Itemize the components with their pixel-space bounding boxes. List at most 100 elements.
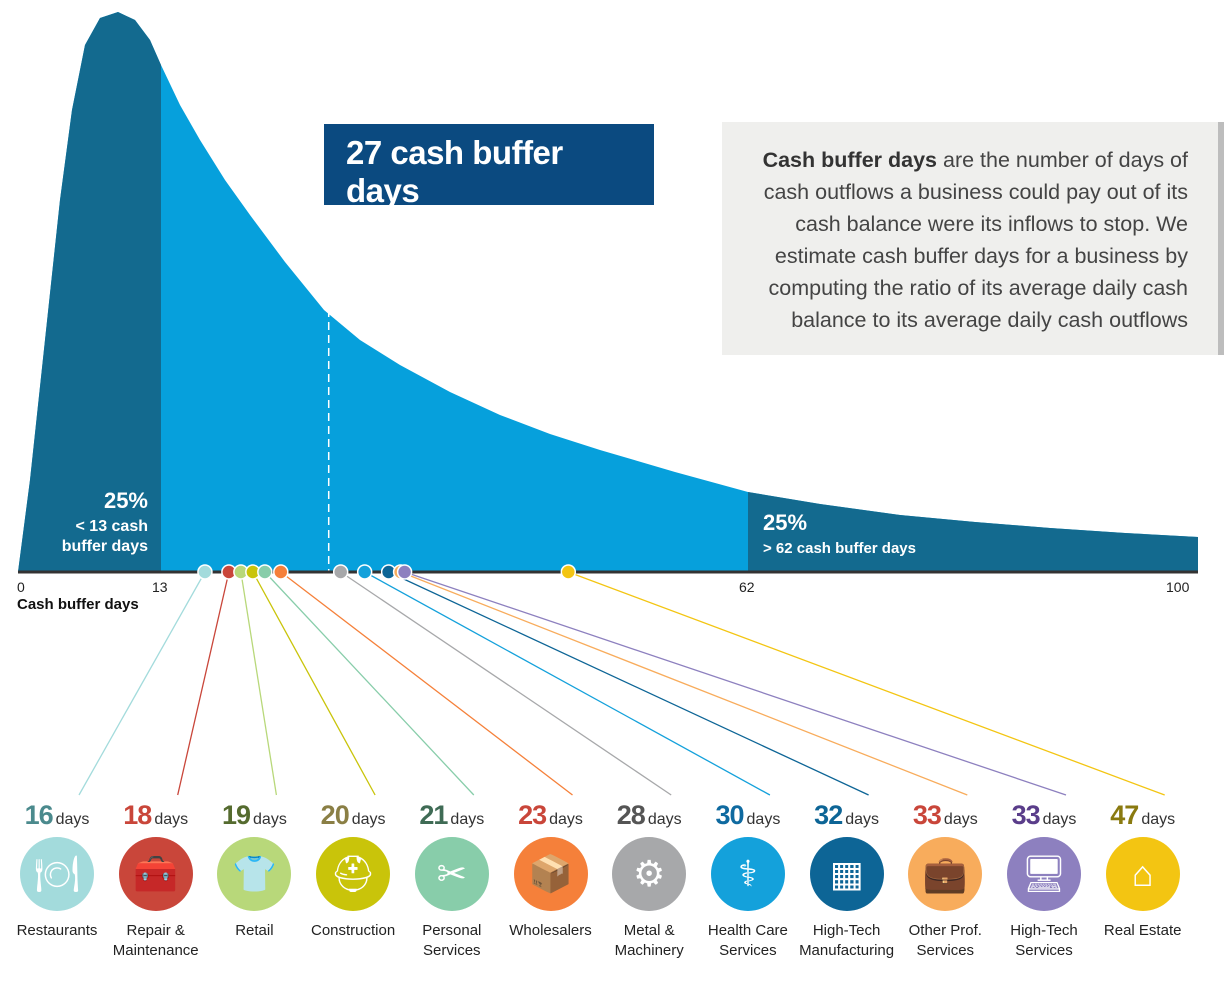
toolbox-icon: 🧰 [118, 837, 193, 911]
industry-days-value: 18 [123, 800, 152, 830]
industry-name: Metal & Machinery [614, 922, 684, 959]
median-callout: 27 cash buffer days All small business m… [324, 124, 654, 229]
industry-item: 18 days 🧰 Repair & Maintenance [106, 800, 206, 961]
briefcase-icon-glyph: 💼 [922, 853, 968, 894]
industry-days-unit: days [647, 811, 682, 828]
industry-days-unit: days [253, 811, 287, 828]
high-quartile-line1: > 62 cash buffer days [763, 540, 916, 557]
distribution-body-area [18, 12, 1198, 572]
leader-line [404, 571, 1067, 796]
industry-days-unit: days [154, 811, 189, 828]
industry-item: 28 days ⚙ Metal & Machinery [599, 800, 699, 961]
plate-cutlery-icon: 🍽 [20, 837, 94, 911]
monitor-icon: 🖥 [1007, 837, 1081, 911]
industry-days: 28 days [599, 800, 699, 831]
industry-days-value: 33 [912, 800, 942, 830]
industry-days-unit: days [1141, 811, 1176, 828]
caduceus-icon-glyph: ⚕ [738, 853, 758, 894]
x-tick-label: 0 [17, 579, 25, 595]
industry-name: High-Tech Services [1010, 922, 1078, 959]
industry-item: 30 days ⚕ Health Care Services [698, 800, 798, 961]
leader-line [340, 571, 672, 796]
industry-days-unit: days [450, 811, 485, 828]
industry-name: Other Prof. Services [908, 922, 982, 959]
industry-item: 47 days ⌂ Real Estate [1093, 800, 1193, 941]
industry-days-unit: days [1042, 811, 1077, 828]
leader-line [78, 571, 206, 796]
high-quartile-label: 25% > 62 cash buffer days [763, 510, 916, 557]
industry-days: 16 days [7, 800, 107, 831]
leader-line [240, 571, 278, 796]
x-tick-label: 100 [1166, 579, 1190, 595]
industry-days: 20 days [303, 800, 403, 831]
leader-line [264, 571, 475, 796]
low-quartile-line1: < 13 cash [75, 518, 149, 535]
industry-days: 33 days [895, 800, 995, 831]
industry-name: Wholesalers [509, 922, 592, 939]
boxes-icon: 📦 [513, 837, 588, 911]
industry-days-value: 20 [320, 800, 350, 830]
x-tick-label: 62 [739, 579, 755, 595]
x-axis-title: Cash buffer days [17, 596, 139, 613]
plate-cutlery-icon-glyph: 🍽 [34, 853, 80, 894]
industry-days: 33 days [994, 800, 1094, 831]
low-quartile-area [18, 12, 161, 572]
x-tick-label: 13 [152, 579, 168, 595]
median-title: 27 cash buffer days [346, 134, 563, 209]
industry-days-unit: days [549, 811, 583, 828]
leader-line [400, 571, 968, 796]
industry-days-value: 19 [221, 800, 251, 830]
gears-icon-glyph: ⚙ [633, 853, 666, 894]
hairdryer-icon-glyph: ✂ [436, 853, 467, 894]
industry-name: Real Estate [1103, 922, 1182, 939]
industry-name: Restaurants [16, 922, 98, 939]
leader-line [568, 571, 1165, 796]
monitor-icon-glyph: 🖥 [1021, 853, 1067, 894]
industry-days-value: 28 [616, 800, 646, 830]
industry-item: 33 days 🖥 High-Tech Services [994, 800, 1094, 961]
high-quartile-area [748, 492, 1198, 572]
industry-days-value: 21 [419, 800, 448, 830]
caduceus-icon: ⚕ [710, 837, 785, 911]
industry-days-unit: days [351, 811, 386, 828]
industry-dot [560, 564, 577, 580]
hardhat-icon-glyph: ⛑ [330, 853, 376, 894]
industry-dot [356, 564, 373, 580]
industry-days: 23 days [501, 800, 601, 831]
high-quartile-pct: 25% [763, 510, 808, 535]
hanger-shirt-icon-glyph: 👕 [231, 853, 277, 894]
industry-days-value: 30 [715, 800, 744, 830]
industry-item: 23 days 📦 Wholesalers [501, 800, 601, 941]
industry-days: 32 days [797, 800, 897, 831]
industry-days-unit: days [746, 811, 781, 828]
chip-icon-glyph: ▦ [829, 853, 864, 894]
leader-line [177, 571, 230, 796]
industry-dot [257, 564, 273, 580]
industry-days: 30 days [698, 800, 798, 831]
definition-box: Cash buffer days are the number of days … [722, 122, 1224, 355]
industry-days-value: 33 [1011, 800, 1041, 830]
industry-name: Personal Services [422, 922, 482, 959]
industry-days-unit: days [943, 811, 978, 828]
industry-name: High-Tech Manufacturing [799, 922, 895, 959]
low-quartile-label: 25% < 13 cash buffer days [40, 488, 148, 556]
leader-line [364, 571, 771, 796]
leader-line [252, 571, 376, 796]
industry-dot [197, 564, 213, 580]
leader-line [388, 571, 869, 796]
house-sign-icon: ⌂ [1105, 837, 1180, 911]
industry-item: 21 days ✂ Personal Services [402, 800, 502, 961]
gears-icon: ⚙ [612, 837, 687, 911]
boxes-icon-glyph: 📦 [528, 853, 573, 894]
industry-item: 20 days ⛑ Construction [303, 800, 403, 941]
industry-item: 33 days 💼 Other Prof. Services [895, 800, 995, 961]
industry-days-value: 23 [518, 800, 547, 830]
industry-days-unit: days [845, 811, 880, 828]
industry-days: 19 days [204, 800, 304, 831]
house-sign-icon-glyph: ⌂ [1131, 853, 1154, 894]
industry-dot [332, 564, 349, 580]
definition-term: Cash buffer days [762, 148, 938, 172]
industry-name: Health Care Services [707, 922, 788, 959]
briefcase-icon: 💼 [908, 837, 983, 911]
industry-item: 19 days 👕 Retail [204, 800, 304, 941]
